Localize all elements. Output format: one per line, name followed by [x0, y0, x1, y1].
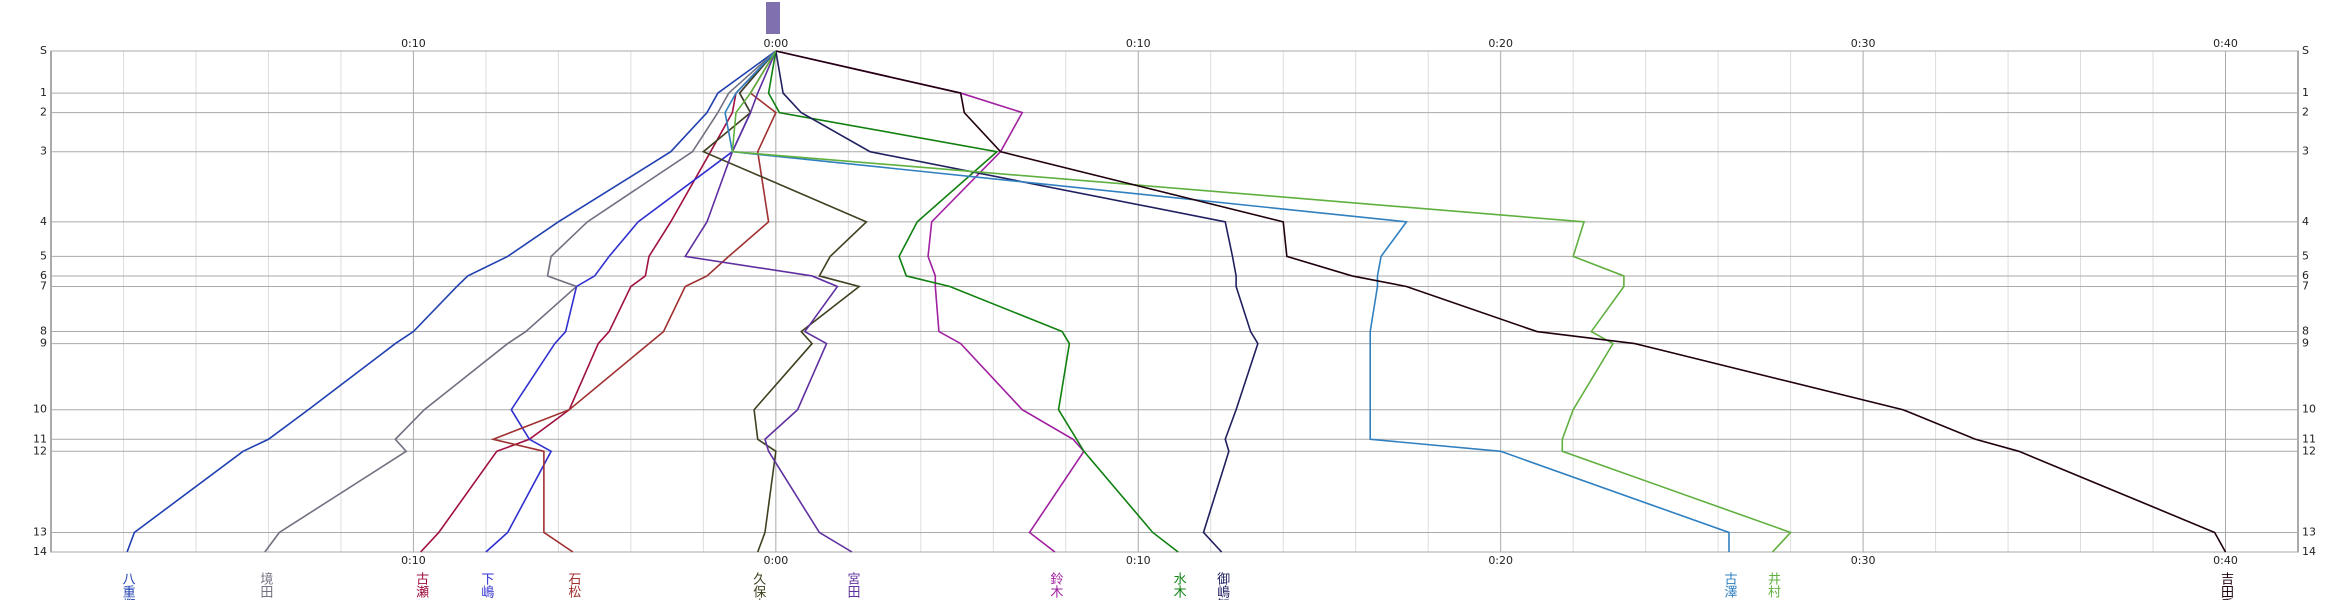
y-tick-label-left: 9 — [40, 337, 47, 350]
series-name: 八重樫 — [120, 572, 136, 600]
x-tick-label-bottom: 0:00 — [763, 554, 788, 567]
series-name: 石松 — [565, 572, 581, 598]
series-line — [767, 50, 1179, 553]
series-line — [775, 50, 1085, 553]
series-name: 鈴木 — [1047, 572, 1063, 598]
x-tick-label-bottom: 0:40 — [2213, 554, 2238, 567]
y-tick-label-right: 10 — [2302, 403, 2316, 416]
series-name: 古瀬 — [413, 572, 429, 598]
y-tick-label-left: S — [40, 44, 47, 57]
series-line — [683, 50, 853, 553]
x-tick-label-top: 0:10 — [1126, 37, 1151, 50]
series-line — [724, 50, 1730, 552]
x-tick-label-bottom: 0:20 — [1488, 554, 1513, 567]
y-tick-label-left: 5 — [40, 249, 47, 262]
x-tick-label-bottom: 0:10 — [401, 554, 426, 567]
series-line — [775, 50, 1259, 553]
series-name: 下嶋 — [478, 572, 494, 598]
series-line — [420, 50, 777, 553]
series-line — [126, 50, 777, 553]
y-tick-label-left: 3 — [40, 145, 47, 158]
series-name: 井村 — [1765, 572, 1781, 598]
x-tick-label-top: 0:30 — [1851, 37, 1876, 50]
x-tick-label-top: 0:10 — [401, 37, 426, 50]
series-line — [490, 50, 777, 553]
x-tick-label-top: 0:40 — [2213, 37, 2238, 50]
series-name: 水木 — [1171, 572, 1187, 598]
y-tick-label-left: 7 — [40, 279, 47, 292]
y-tick-label-right: S — [2302, 44, 2309, 57]
y-tick-label-left: 8 — [40, 325, 47, 338]
x-tick-label-bottom: 0:30 — [1851, 554, 1876, 567]
y-tick-label-right: 7 — [2302, 279, 2309, 292]
y-tick-label-left: 12 — [33, 444, 47, 457]
y-tick-label-right: 13 — [2302, 525, 2316, 538]
series-name: 宮田 — [844, 571, 859, 598]
y-tick-label-right: 8 — [2302, 325, 2309, 338]
y-tick-label-left: 6 — [40, 269, 47, 282]
series-line — [775, 50, 2227, 553]
series-name: 御嶋智 — [1214, 572, 1230, 600]
y-tick-label-right: 1 — [2302, 86, 2309, 99]
y-tick-label-left: 10 — [33, 403, 47, 416]
y-tick-label-left: 14 — [33, 545, 47, 558]
plot-area — [50, 50, 2299, 553]
y-tick-label-left: 2 — [40, 106, 47, 119]
y-tick-label-right: 9 — [2302, 337, 2309, 350]
series-line — [731, 50, 1793, 553]
y-tick-label-left: 4 — [40, 215, 47, 228]
y-tick-label-left: 13 — [33, 525, 47, 538]
series-name: 久保山 — [750, 572, 766, 600]
y-tick-label-right: 3 — [2302, 145, 2309, 158]
x-tick-label-top: 0:00 — [763, 37, 788, 50]
series-name: 古澤 — [1722, 572, 1738, 598]
y-tick-label-left: 11 — [33, 432, 47, 445]
y-tick-label-right: 14 — [2302, 545, 2316, 558]
y-tick-label-right: 6 — [2302, 269, 2309, 282]
x-tick-label-bottom: 0:10 — [1126, 554, 1151, 567]
y-tick-label-right: 2 — [2302, 106, 2309, 119]
y-tick-label-right: 5 — [2302, 249, 2309, 262]
y-tick-label-left: 1 — [40, 86, 47, 99]
series-name: 境田 — [257, 572, 273, 598]
y-tick-label-right: 4 — [2302, 215, 2309, 228]
y-tick-label-right: 12 — [2302, 444, 2316, 457]
series-name: 吉田秀 — [2218, 572, 2234, 600]
header-marker — [766, 2, 780, 34]
x-tick-label-top: 0:20 — [1488, 37, 1513, 50]
y-tick-label-right: 11 — [2302, 432, 2316, 445]
